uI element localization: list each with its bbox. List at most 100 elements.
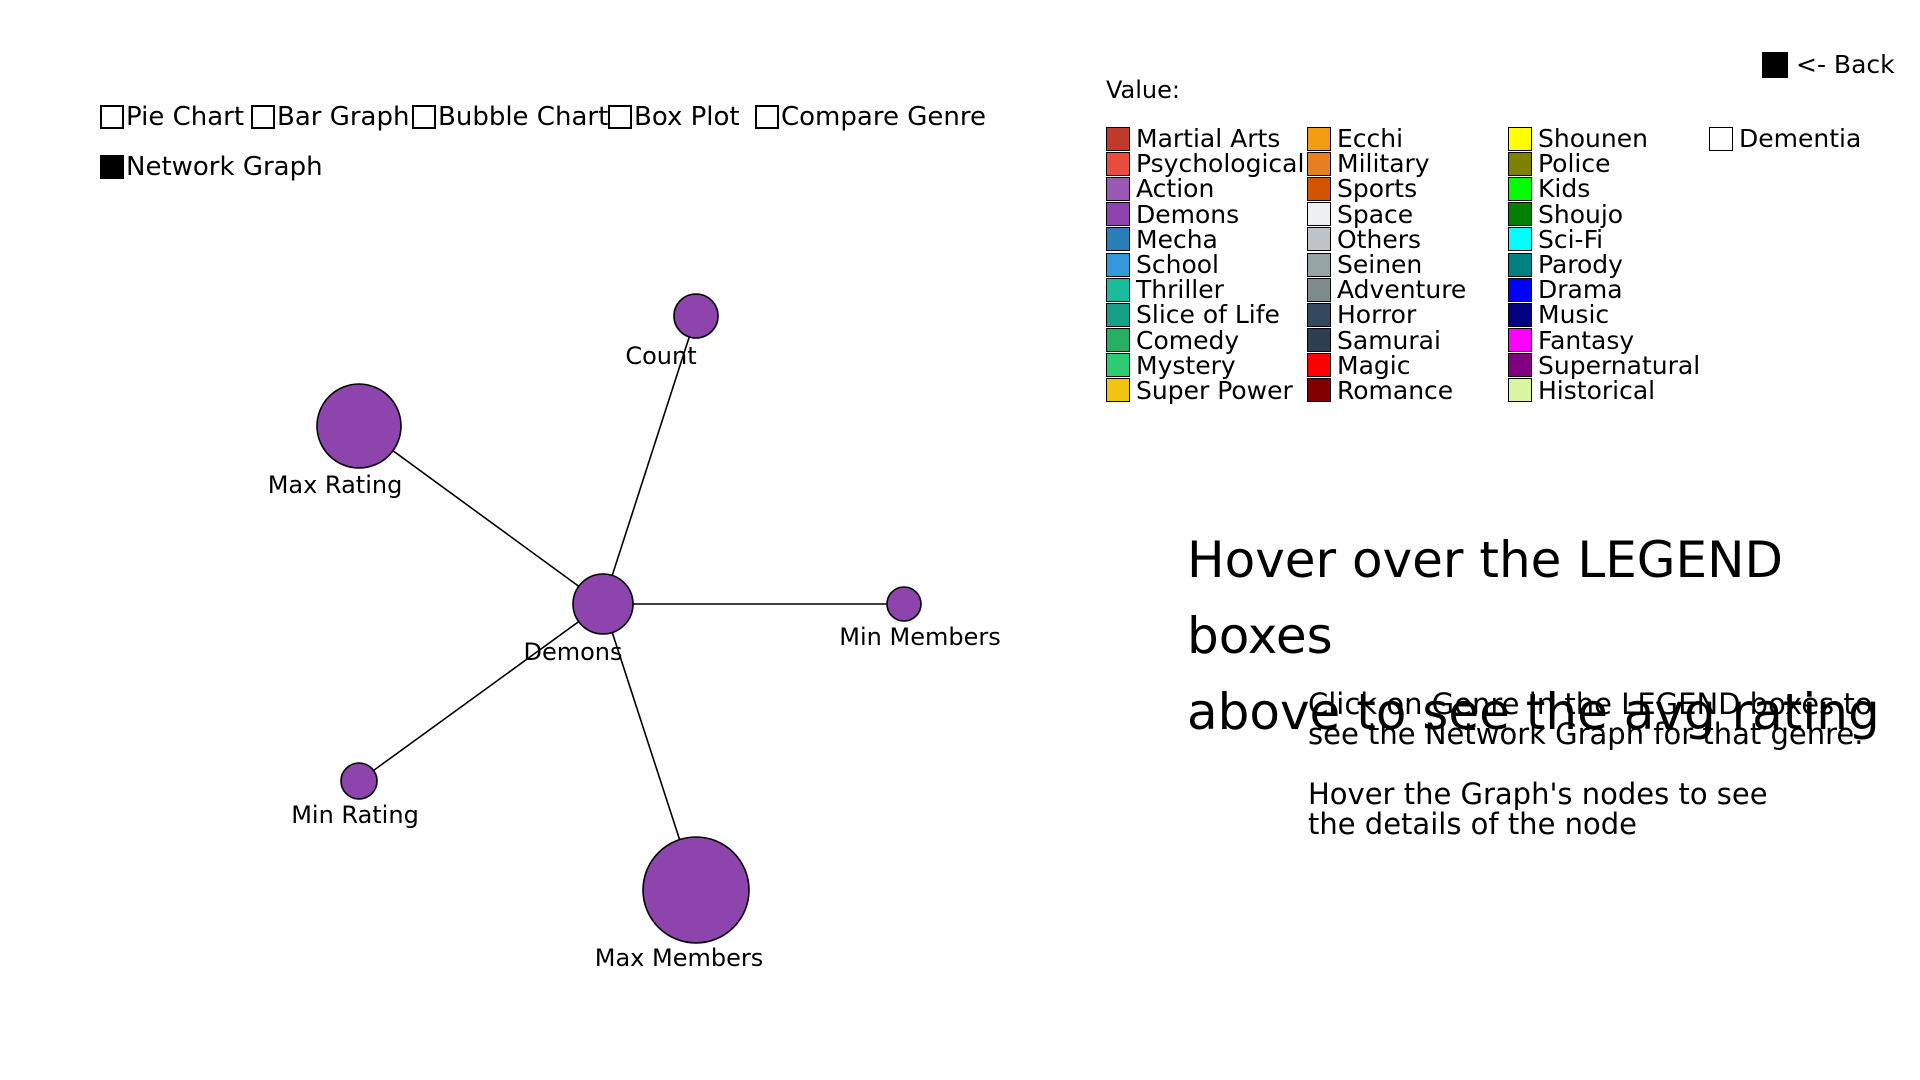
node-min-members[interactable]	[886, 586, 922, 622]
legend-swatch[interactable]	[1307, 378, 1331, 403]
legend-item[interactable]: Seinen	[1307, 250, 1466, 279]
legend-swatch[interactable]	[1307, 353, 1331, 378]
legend-label: Parody	[1538, 250, 1623, 280]
legend-column-3: Shounen Police Kids Shoujo Sci-Fi Parody…	[1508, 124, 1700, 405]
legend-item[interactable]: Comedy	[1106, 326, 1304, 355]
legend-swatch[interactable]	[1508, 252, 1532, 277]
legend-item[interactable]: Shounen	[1508, 124, 1700, 153]
bar-graph-checkbox[interactable]	[251, 105, 275, 129]
legend-swatch[interactable]	[1307, 126, 1331, 151]
legend-item[interactable]: Action	[1106, 174, 1304, 203]
bubble-chart-checkbox[interactable]	[412, 105, 436, 129]
node-max-rating[interactable]	[316, 383, 402, 469]
legend-swatch[interactable]	[1508, 151, 1532, 176]
legend-swatch[interactable]	[1508, 302, 1532, 327]
legend-swatch[interactable]	[1307, 202, 1331, 227]
node-max-members[interactable]	[642, 836, 750, 944]
legend-swatch[interactable]	[1307, 252, 1331, 277]
node-hint-line-2: the details of the node	[1308, 807, 1637, 841]
legend-item[interactable]: Music	[1508, 300, 1700, 329]
legend-swatch[interactable]	[1508, 227, 1532, 252]
back-checkbox[interactable]	[1762, 51, 1788, 78]
legend-item[interactable]: Super Power	[1106, 376, 1304, 405]
legend-swatch[interactable]	[1508, 202, 1532, 227]
legend-item[interactable]: Dementia	[1709, 124, 1861, 153]
legend-item[interactable]: Ecchi	[1307, 124, 1466, 153]
legend-title: Value:	[1106, 76, 1180, 104]
option-pie-chart[interactable]: Pie Chart	[100, 102, 244, 132]
legend-item[interactable]: Romance	[1307, 376, 1466, 405]
legend-swatch[interactable]	[1307, 328, 1331, 353]
legend-item[interactable]: Military	[1307, 149, 1466, 178]
legend-item[interactable]: Shoujo	[1508, 200, 1700, 229]
legend-swatch[interactable]	[1508, 277, 1532, 302]
option-box-plot[interactable]: Box Plot	[608, 102, 740, 132]
legend-item[interactable]: Thriller	[1106, 275, 1304, 304]
legend-swatch[interactable]	[1508, 126, 1532, 151]
legend-item[interactable]: Slice of Life	[1106, 300, 1304, 329]
network-graph-checkbox[interactable]	[100, 155, 124, 179]
legend-item[interactable]: Sports	[1307, 174, 1466, 203]
node-center[interactable]	[572, 573, 634, 635]
legend-item[interactable]: Psychological	[1106, 149, 1304, 178]
legend-swatch[interactable]	[1106, 252, 1130, 277]
legend-swatch[interactable]	[1508, 176, 1532, 201]
legend-swatch[interactable]	[1106, 277, 1130, 302]
hover-hint: Hover over the LEGEND boxes above to see…	[1187, 522, 1917, 750]
legend-swatch[interactable]	[1106, 353, 1130, 378]
legend-item[interactable]: Drama	[1508, 275, 1700, 305]
legend-swatch[interactable]	[1709, 126, 1733, 151]
legend-swatch[interactable]	[1307, 176, 1331, 201]
legend-item[interactable]: Adventure	[1307, 275, 1466, 304]
legend-swatch[interactable]	[1307, 277, 1331, 302]
legend-item[interactable]: Sci-Fi	[1508, 225, 1700, 254]
legend-label: Drama	[1538, 275, 1623, 305]
legend-swatch[interactable]	[1508, 378, 1532, 403]
legend-swatch[interactable]	[1106, 202, 1130, 227]
pie-chart-checkbox[interactable]	[100, 105, 124, 129]
legend-label: School	[1136, 250, 1219, 280]
option-bubble-chart[interactable]: Bubble Chart	[412, 102, 608, 132]
legend-item[interactable]: Demons	[1106, 200, 1304, 229]
option-bar-graph[interactable]: Bar Graph	[251, 102, 409, 132]
legend-swatch[interactable]	[1106, 227, 1130, 252]
legend-item[interactable]: Horror	[1307, 300, 1466, 329]
legend-swatch[interactable]	[1106, 126, 1130, 151]
legend-label: Historical	[1538, 375, 1656, 405]
legend-swatch[interactable]	[1307, 151, 1331, 176]
compare-genre-checkbox[interactable]	[755, 105, 779, 129]
legend-item[interactable]: Kids	[1508, 174, 1700, 203]
network-graph-label: Network Graph	[126, 152, 323, 182]
legend-swatch[interactable]	[1307, 227, 1331, 252]
legend-item[interactable]: Fantasy	[1508, 326, 1700, 355]
legend-swatch[interactable]	[1307, 302, 1331, 327]
legend-swatch[interactable]	[1508, 353, 1532, 378]
box-plot-label: Box Plot	[634, 102, 740, 132]
legend-label: Others	[1337, 224, 1422, 254]
legend-item[interactable]: Police	[1508, 149, 1700, 178]
legend-item[interactable]: Mecha	[1106, 225, 1304, 254]
legend-item[interactable]: Mystery	[1106, 351, 1304, 380]
legend-swatch[interactable]	[1106, 378, 1130, 403]
legend-item[interactable]: Magic	[1307, 351, 1466, 380]
legend-swatch[interactable]	[1508, 328, 1532, 353]
legend-item[interactable]: School	[1106, 250, 1304, 280]
option-network-graph[interactable]: Network Graph	[100, 152, 323, 182]
legend-item[interactable]: Historical	[1508, 375, 1700, 405]
legend-item[interactable]: Parody	[1508, 250, 1700, 280]
box-plot-checkbox[interactable]	[608, 105, 632, 129]
back-button[interactable]: <- Back	[1762, 50, 1895, 79]
legend-item[interactable]: Martial Arts	[1106, 124, 1304, 153]
legend-item[interactable]: Supernatural	[1508, 351, 1700, 380]
node-min-rating[interactable]	[340, 762, 378, 800]
legend-item[interactable]: Samurai	[1307, 326, 1466, 355]
legend-swatch[interactable]	[1106, 302, 1130, 327]
node-hint: Hover the Graph's nodes to see the detai…	[1308, 779, 1908, 839]
legend-item[interactable]: Space	[1307, 200, 1466, 229]
option-compare-genre[interactable]: Compare Genre	[755, 102, 986, 132]
legend-swatch[interactable]	[1106, 176, 1130, 201]
node-count[interactable]	[673, 293, 719, 339]
legend-swatch[interactable]	[1106, 328, 1130, 353]
legend-item[interactable]: Others	[1307, 224, 1466, 254]
legend-swatch[interactable]	[1106, 151, 1130, 176]
